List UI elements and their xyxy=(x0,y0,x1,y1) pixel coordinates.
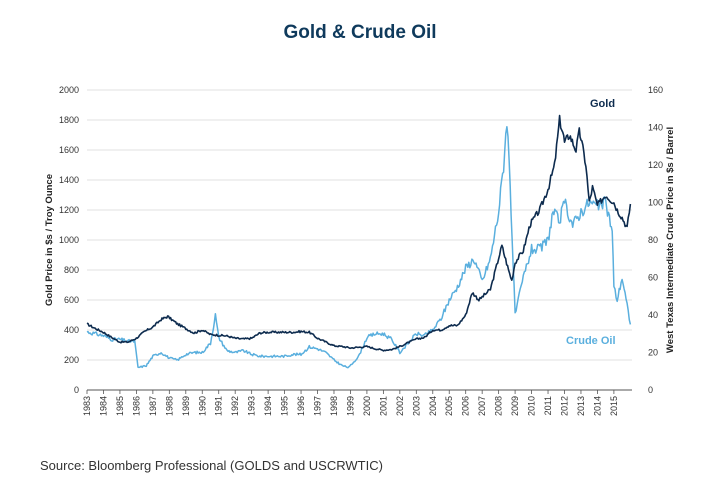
x-tick-label: 2012 xyxy=(559,396,569,416)
y-left-tick-label: 400 xyxy=(64,325,79,335)
x-tick-label: 1998 xyxy=(329,396,339,416)
x-tick-label: 1991 xyxy=(214,396,224,416)
crude-oil-series-label: Crude Oil xyxy=(566,335,616,347)
y-left-tick-label: 0 xyxy=(74,385,79,395)
y-right-tick-label: 60 xyxy=(648,273,658,283)
x-tick-label: 1989 xyxy=(181,396,191,416)
y-left-tick-label: 1600 xyxy=(59,145,79,155)
y-left-tick-label: 2000 xyxy=(59,85,79,95)
x-tick-label: 1993 xyxy=(247,396,257,416)
y-right-tick-label: 140 xyxy=(648,123,663,133)
x-tick-label: 2011 xyxy=(543,396,553,415)
axes-layer: 0 200 400 600 800 1000 1200 1400 1600 1800 2000 0 20… xyxy=(44,85,676,416)
x-tick-label: 2013 xyxy=(576,396,586,416)
x-tick-label: 1986 xyxy=(131,396,141,416)
chart-svg: 0 200 400 600 800 1000 1200 1400 1600 1800 2000 0 20… xyxy=(44,85,676,416)
y-left-tick-label: 1400 xyxy=(59,175,79,185)
x-tick-label: 2002 xyxy=(395,396,405,416)
x-tick-label: 1992 xyxy=(230,396,240,416)
y-left-tick-label: 1200 xyxy=(59,205,79,215)
x-tick-label: 2000 xyxy=(362,396,372,416)
x-tick-label: 1995 xyxy=(280,396,290,416)
y-left-axis-title: Gold Price in $s / Troy Ounce xyxy=(44,174,55,306)
y-right-tick-label: 20 xyxy=(648,348,658,358)
crude-oil-series-line xyxy=(86,125,632,369)
gold-series-line xyxy=(86,114,632,352)
y-left-tick-label: 800 xyxy=(64,265,79,275)
y-left-tick-label: 1000 xyxy=(59,235,79,245)
x-tick-label: 2001 xyxy=(378,396,388,416)
y-left-tick-label: 600 xyxy=(64,295,79,305)
gridline-layer xyxy=(87,89,632,391)
y-left-tick-label: 1800 xyxy=(59,115,79,125)
x-tick-label: 2003 xyxy=(411,396,421,416)
x-tick-label: 1990 xyxy=(197,396,207,416)
x-tick-label: 1985 xyxy=(115,396,125,416)
x-tick-label: 2014 xyxy=(592,396,602,416)
x-tick-label: 1996 xyxy=(296,396,306,416)
x-tick-label: 1997 xyxy=(313,396,323,416)
x-tick-label: 1987 xyxy=(148,396,158,416)
x-tick-label: 2006 xyxy=(461,396,471,416)
gold-series-label: Gold xyxy=(590,98,615,110)
y-right-tick-label: 0 xyxy=(648,385,653,395)
labels-layer: Gold Crude Oil xyxy=(566,98,616,347)
series-layer xyxy=(86,114,632,369)
chart-title: Gold & Crude Oil xyxy=(283,22,437,43)
y-right-tick-label: 80 xyxy=(648,235,658,245)
y-left-tick-label: 200 xyxy=(64,355,79,365)
x-tick-label: 2004 xyxy=(428,396,438,416)
x-tick-label: 1984 xyxy=(98,396,108,416)
x-tick-label: 2005 xyxy=(444,396,454,416)
y-right-axis-title: West Texas Intermediate Crude Price in $… xyxy=(665,127,676,353)
x-tick-label: 2015 xyxy=(609,396,619,416)
x-tick-label: 1999 xyxy=(345,396,355,416)
x-tick-label: 1983 xyxy=(82,396,92,416)
y-right-tick-label: 40 xyxy=(648,310,658,320)
x-tick-label: 2008 xyxy=(494,396,504,416)
x-tick-label: 2007 xyxy=(477,396,487,416)
y-right-tick-label: 100 xyxy=(648,198,663,208)
x-tick-label: 1994 xyxy=(263,396,273,416)
y-right-tick-label: 160 xyxy=(648,85,663,95)
y-right-tick-label: 120 xyxy=(648,160,663,170)
x-tick-label: 1988 xyxy=(164,396,174,416)
source-note: Source: Bloomberg Professional (GOLDS an… xyxy=(40,458,383,473)
x-tick-label: 2010 xyxy=(527,396,537,416)
x-tick-label: 2009 xyxy=(510,396,520,416)
